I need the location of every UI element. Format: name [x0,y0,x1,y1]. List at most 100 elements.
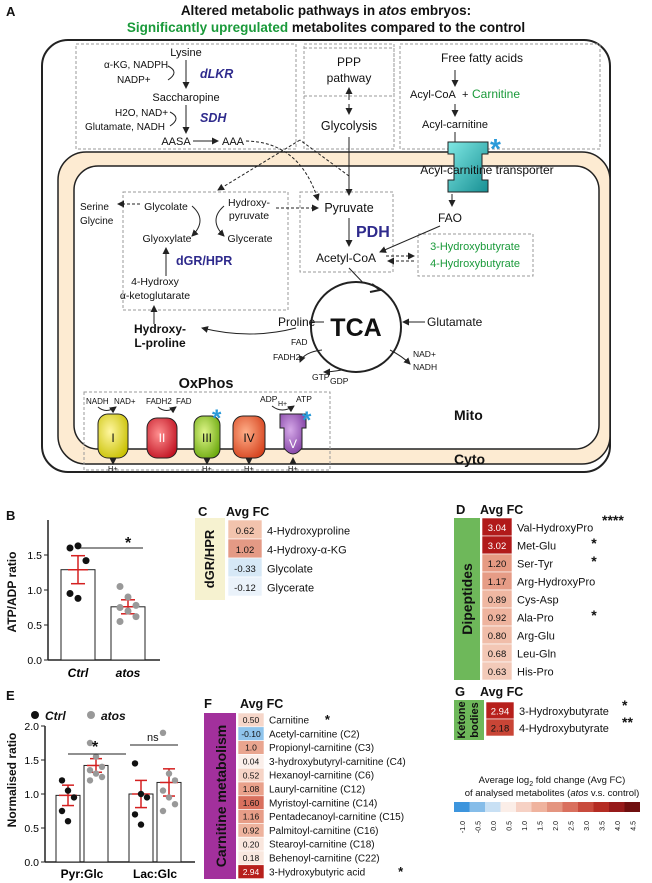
acyl-carnitine-transporter [447,141,489,193]
dipeptide-name: Leu-Gln [517,649,556,661]
dipeptide-name: His-Pro [517,667,554,679]
e-point [86,767,94,774]
carnitine-value: 0.52 [243,770,260,780]
panel-c-side-box [195,518,225,600]
fadh2-label: FADH2 [273,352,301,362]
dgr-value: 0.62 [236,526,255,537]
legend-tick: 0.0 [491,821,498,831]
panel-e-ns: ns [147,732,159,744]
ketone-value: 2.18 [491,723,510,734]
legend-tick: 2.0 [553,821,560,831]
fao-label: FAO [438,211,462,225]
dipeptide-value: 0.92 [488,613,507,624]
ketone-box [417,233,534,277]
four-hb-label-a: 4-Hydroxybutyrate [430,258,520,270]
b-tick-label: 0.5 [27,620,42,632]
legend-swatch [531,802,547,812]
nadp-label: NADP+ [117,75,151,86]
carnitine-label-a: Carnitine [472,87,520,101]
legend-swatch [562,802,578,812]
dipeptide-star: * [591,553,597,569]
e-point [159,787,167,794]
carnitine-name: Palmitoyl-carnitine (C16) [269,826,378,837]
legend-ctrl-label: Ctrl [45,709,66,723]
carnitine-name: Carnitine [269,715,309,726]
three-hb-label-a: 3-Hydroxybutyrate [430,241,520,253]
carnitine-name: Acetyl-carnitine (C2) [269,729,360,740]
legend-atos-label: atos [101,709,126,723]
carnitine-name: Pentadecanoyl-carnitine (C15) [269,812,404,823]
acetyl-coa-label: Acetyl-CoA [316,251,376,265]
glycolysis-label: Glycolysis [321,119,377,133]
dipeptide-value: 0.68 [488,649,507,660]
e-point [171,777,179,784]
proline-label: Proline [278,315,316,329]
dgr-cell [227,576,263,597]
e-tick-label: 0.0 [24,857,39,869]
oxphos-box [83,391,331,471]
dgr-hpr-heatmap: 0.62 4-Hydroxyproline 1.02 4-Hydroxy-α-KG -0… [227,519,350,597]
e-point [58,777,66,784]
carnitine-name: Stearoyl-carnitine (C18) [269,840,375,851]
mito-label: Mito [454,407,483,423]
hydroxy-lproline-label-2: L-proline [134,336,186,350]
b-bar [110,606,146,661]
b-tick-label: 1.0 [27,585,42,597]
dipeptide-value: 0.89 [488,595,507,606]
c5-adp-label: ADP [260,394,278,404]
panel-c-letter: C [198,504,208,519]
dipeptide-value: 3.02 [488,541,507,552]
acyl-coa-label: Acyl-CoA [410,89,457,101]
legend-swatch [609,802,625,812]
panel-d-side-box [454,518,480,680]
b-point [116,583,124,590]
dlkr-enzyme: dLKR [200,67,233,81]
glycine-label: Glycine [80,216,114,227]
b-point [116,618,124,625]
panel-b-letter: B [6,508,15,523]
panel-d-header: Avg FC [480,503,523,517]
dipeptide-name: Val-HydroxyPro [517,523,593,535]
complex-iv-label: IV [243,431,254,445]
dipeptide-name: Cys-Asp [517,595,559,607]
e-point [64,818,72,825]
b-point [116,604,124,611]
carnitine-name: 3-Hydroxybutyric acid [269,867,365,878]
panel-g-side-box [454,700,484,740]
legend-tick: 4.5 [630,821,637,831]
panel-a-letter: A [6,4,16,19]
carnitine-name: Myristoyl-carnitine (C14) [269,798,377,809]
b-category: Ctrl [68,666,89,680]
b-point [124,593,132,601]
carnitine-value: 0.18 [243,853,260,863]
dipeptides-heatmap: 3.04 Val-HydroxyPro 3.02 Met-Glu 1.20 Ser-T… [481,512,624,681]
legend-ctrl-dot [31,711,39,719]
glycerate-label: Glycerate [228,233,273,245]
ppp-label: PPP [337,55,361,69]
ketone-star: ** [622,714,633,730]
fatty-acid-box [399,43,601,150]
e-tick-label: 1.0 [24,789,39,801]
panel-g-letter: G [455,684,465,699]
dgr-name: 4-Hydroxy-α-KG [267,544,347,556]
dipeptide-name: Ala-Pro [517,613,554,625]
legend-swatch [454,802,470,812]
ketone-cell [485,718,515,737]
panel-f-letter: F [204,696,212,711]
legend-line1: Average log2 fold change (Avg FC) [479,775,626,788]
e-point [159,807,167,815]
hplus-2: H+ [202,464,212,473]
tca-cycle [310,281,402,373]
carnitine-star: * [325,712,331,727]
gdp-label: GDP [330,376,349,386]
e-group-label: Lac:Glc [133,867,177,881]
h2o-nad-label: H2O, NAD+ [115,108,168,119]
b-point [74,542,82,550]
nad-plus-label: NAD+ [413,349,436,359]
panel-d-side-label: Dipeptides [459,563,475,635]
panel-d-letter: D [456,502,465,517]
hydroxypyruvate-label-1: Hydroxy- [228,197,271,209]
complex-i-label: I [111,431,114,445]
e-point [165,794,173,801]
pathway-label: pathway [327,71,372,85]
